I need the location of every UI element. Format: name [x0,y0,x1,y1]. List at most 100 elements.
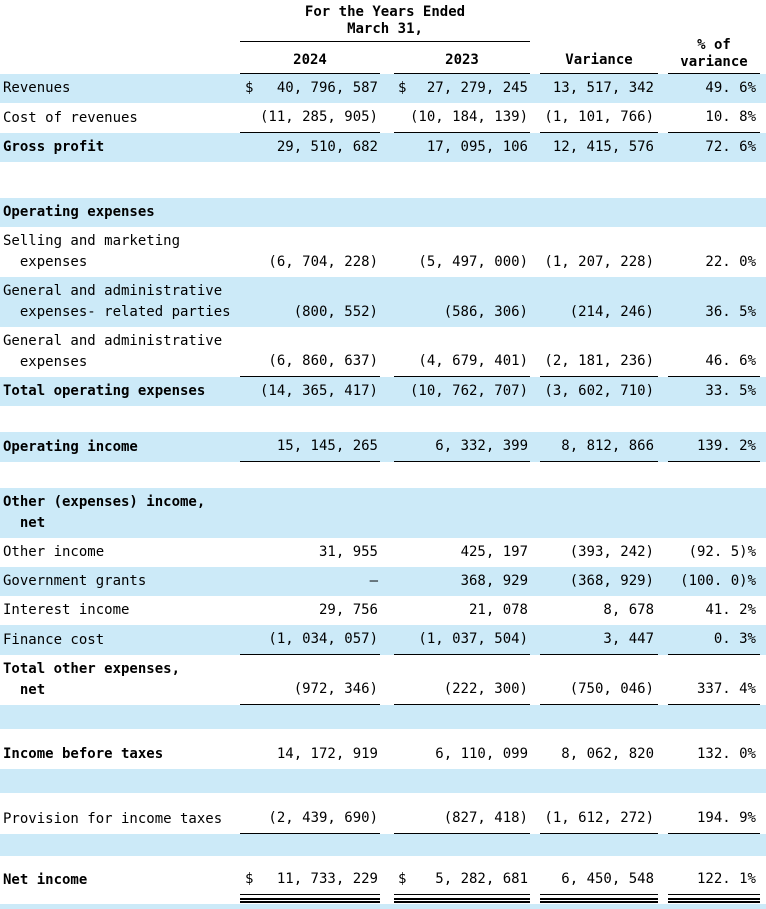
year-columns: 2024 2023 [240,42,530,74]
column-header-pct-of-variance: % of variance [668,37,760,74]
cell-gap [380,761,394,769]
row-label: Government grants [3,573,147,589]
cell-pct-of-variance-value: 122. 1% [668,865,760,895]
cell-2023-currency [394,761,410,769]
cell-gap [530,887,540,895]
row-label: Cost of revenues [3,110,138,126]
cell-2024-value: (800, 552) [293,304,378,320]
cell-2024-value [256,219,380,227]
cell-2024-value: — [369,573,378,589]
cell-2024-value: (2, 439, 690) [256,804,380,834]
cell-2023-currency [394,398,410,406]
table-row: General and administrative expenses (6, 8… [0,327,766,377]
cell-2023-value: 21, 078 [468,602,528,618]
cell-gap [658,398,668,406]
cell-2023-currency [394,219,410,227]
cell-2023-currency [394,154,410,162]
row-label: Other (expenses) income, net [3,494,206,531]
cell-gap [530,154,540,162]
cell-2023-value: 425, 197 [460,544,528,560]
table-row: Total operating expenses (14, 365, 417) (1… [0,377,766,406]
cell-gap [530,125,540,133]
cell-2023-value: (827, 418) [410,804,530,834]
cell-2023-value: (10, 184, 139) [410,103,530,133]
cell-2024-currency [240,646,256,655]
cell-2023-currency [394,319,410,327]
cell-gap [380,647,394,655]
row-label: Total other expenses, net [3,661,181,698]
cell-variance-value: (3, 602, 710) [544,383,654,399]
cell-2024-value: 29, 756 [318,602,378,618]
cell-2024-currency [240,559,256,567]
cell-gap [530,269,540,277]
cell-gap [658,887,668,895]
cell-2023-value: 6, 110, 099 [435,746,528,762]
cell-2023-currency [394,646,410,655]
cell-gap [658,269,668,277]
spacer-row [0,162,766,198]
cell-pct-of-variance-value: (100. 0)% [680,573,756,589]
cell-2024-currency [240,319,256,327]
cell-2023-currency [394,617,410,625]
cell-2023-currency [394,588,410,596]
cell-pct-of-variance-value [668,530,760,538]
years-ended-line2: March 31, [347,21,423,37]
cell-gap [380,588,394,596]
table-row: Other income 31, 955 425, 197 (393, 242) (92… [0,538,766,567]
cell-gap [380,219,394,227]
row-label: Other income [3,544,105,560]
row-label: Total operating expenses [3,383,206,399]
cell-variance-value: 8, 062, 820 [561,746,654,762]
cell-pct-of-variance-value: 49. 6% [705,80,756,96]
cell-2024-currency: $ [240,865,256,895]
cell-2023-currency [394,559,410,567]
cell-gap [530,588,540,596]
cell-gap [380,530,394,538]
cell-gap [658,219,668,227]
cell-gap [658,125,668,133]
cell-pct-of-variance-value: 194. 9% [668,804,760,834]
cell-gap [380,154,394,162]
cell-2024-currency [240,219,256,227]
cell-gap [530,559,540,567]
cell-gap [530,697,540,705]
spacer-row [0,462,766,488]
cell-pct-of-variance-value: 22. 0% [705,254,756,270]
row-label: Provision for income taxes [3,811,223,827]
cell-2023-value: 5, 282, 681 [410,865,530,895]
cell-pct-of-variance-value: 41. 2% [705,602,756,618]
cell-2024-value: 11, 733, 229 [256,865,380,895]
cell-2023-currency: $ [394,865,410,895]
cell-pct-of-variance-value: 10. 8% [668,103,760,133]
table-row: Net income $11, 733, 229 $5, 282, 681 6, 45… [0,865,766,895]
table-row: Income before taxes 14, 172, 919 6, 110, 0… [0,740,766,769]
cell-2024-value: 14, 172, 919 [276,746,378,762]
cell-variance-value: 3, 447 [540,625,658,655]
cell-gap [658,588,668,596]
row-label: Income before taxes [3,746,164,762]
row-label: Gross profit [3,139,105,155]
cell-2024-currency [240,617,256,625]
cell-variance-value: (750, 046) [540,675,658,705]
table-row: General and administrative expenses- rel… [0,277,766,327]
cell-gap [380,617,394,625]
cell-gap [530,530,540,538]
cell-gap [658,530,668,538]
row-label: Operating expenses [3,204,155,220]
cell-gap [380,826,394,834]
cell-gap [530,454,540,462]
cell-2024-value: 31, 955 [318,544,378,560]
cell-2023-currency [394,696,410,705]
column-header-2023: 2023 [394,50,530,74]
cell-2024-value: (14, 365, 417) [259,383,378,399]
cell-gap [530,319,540,327]
years-ended-title: For the Years Ended March 31, [240,4,530,42]
table-row: Interest income 29, 756 21, 078 8, 678 41. 2… [0,596,766,625]
spacer-row [0,769,766,793]
table-row: Provision for income taxes (2, 439, 690) (… [0,804,766,834]
cell-gap [658,617,668,625]
cell-2023-value [410,530,530,538]
table-row: Cost of revenues (11, 285, 905) (10, 184, … [0,103,766,133]
cell-gap [530,219,540,227]
years-ended-line1: For the Years Ended [304,4,466,20]
